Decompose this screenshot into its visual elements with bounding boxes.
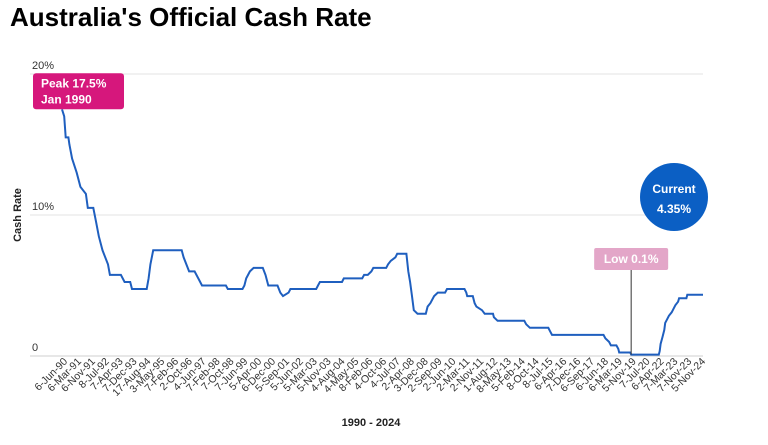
chart-title: Australia's Official Cash Rate bbox=[10, 2, 372, 32]
x-axis-label: 1990 - 2024 bbox=[342, 417, 402, 429]
cash-rate-line bbox=[61, 109, 703, 356]
low-annotation-box bbox=[594, 248, 669, 270]
current-rate-label: Current bbox=[652, 182, 695, 196]
gridlines bbox=[30, 73, 703, 357]
peak-annotation-label: Peak 17.5% bbox=[41, 76, 107, 90]
current-rate-badge bbox=[640, 163, 708, 231]
y-axis-label: Cash Rate bbox=[12, 188, 24, 242]
peak-annotation-box bbox=[33, 73, 124, 110]
low-annotation-label: Low 0.1% bbox=[604, 252, 659, 266]
y-tick-label: 20% bbox=[32, 60, 54, 72]
y-tick-label: 0 bbox=[32, 342, 38, 354]
x-tick-labels: 6-Jun-906-Mar-916-Nov-918-Jul-927-Apr-93… bbox=[32, 356, 708, 399]
y-tick-labels: 0 10% 20% bbox=[32, 60, 54, 354]
y-tick-label: 10% bbox=[32, 201, 54, 213]
peak-annotation-date: Jan 1990 bbox=[41, 92, 92, 106]
current-rate-value: 4.35% bbox=[657, 202, 691, 216]
